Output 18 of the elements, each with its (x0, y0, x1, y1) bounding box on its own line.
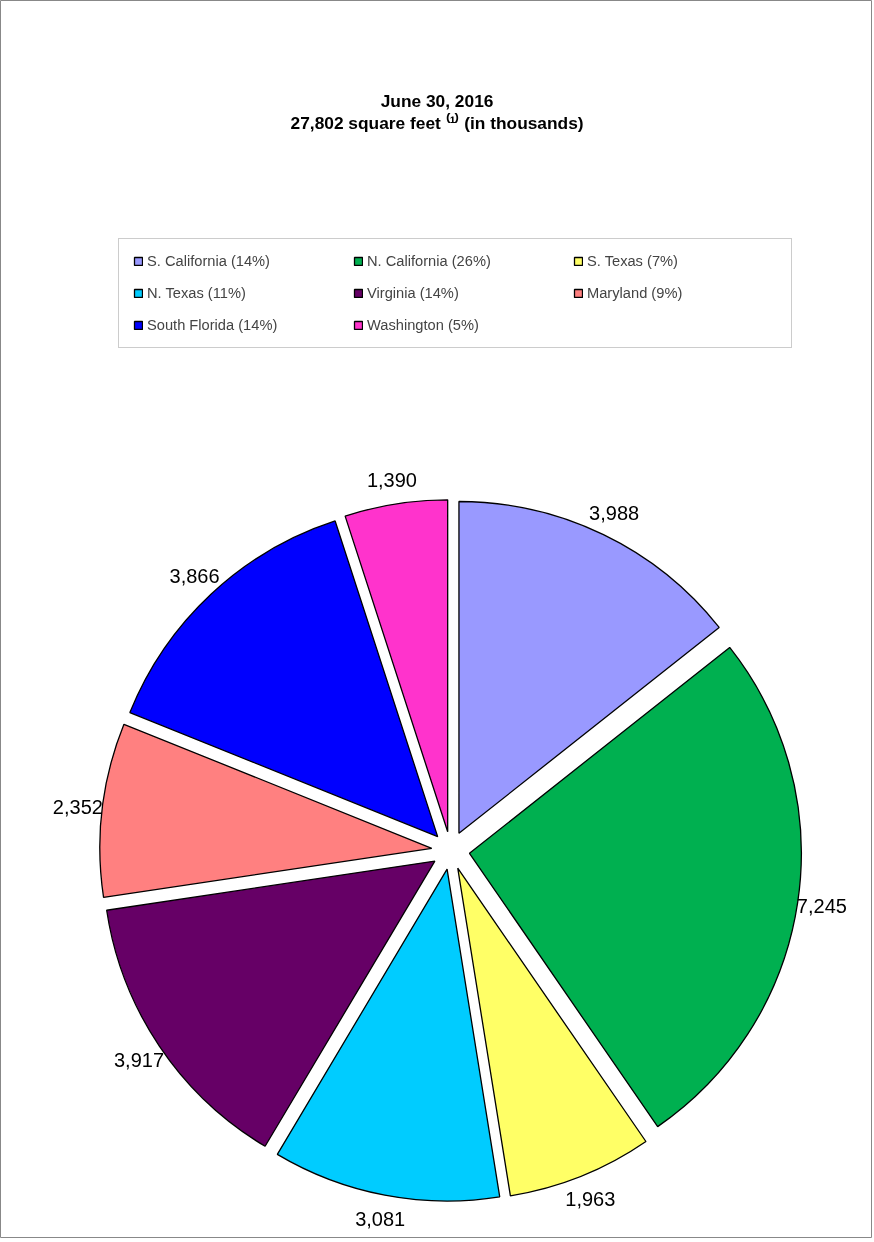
data-label: 3,866 (169, 565, 220, 588)
data-label: 1,390 (366, 468, 417, 491)
legend-label: Maryland (9%) (587, 285, 684, 301)
data-label: 3,081 (355, 1208, 406, 1231)
legend-label: N. California (26%) (367, 253, 492, 269)
legend-label: S. California (14%) (147, 253, 271, 269)
chart-title: June 30, 2016 (380, 90, 494, 111)
legend-label: South Florida (14%) (147, 317, 279, 333)
data-label: 7,245 (796, 895, 847, 918)
legend-label: Washington (5%) (367, 317, 480, 333)
legend-label: S. Texas (7%) (587, 253, 679, 269)
legend-label: N. Texas (11%) (147, 285, 247, 301)
legend-label: Virginia (14%) (367, 285, 460, 301)
data-label: 1,963 (565, 1187, 616, 1210)
data-label: 3,917 (113, 1048, 165, 1071)
data-label: 3,988 (589, 501, 640, 524)
data-label: 2,352 (52, 795, 103, 818)
chart-subtitle: 27,802 square feet ⁽¹⁾ (in thousands) (290, 111, 584, 133)
